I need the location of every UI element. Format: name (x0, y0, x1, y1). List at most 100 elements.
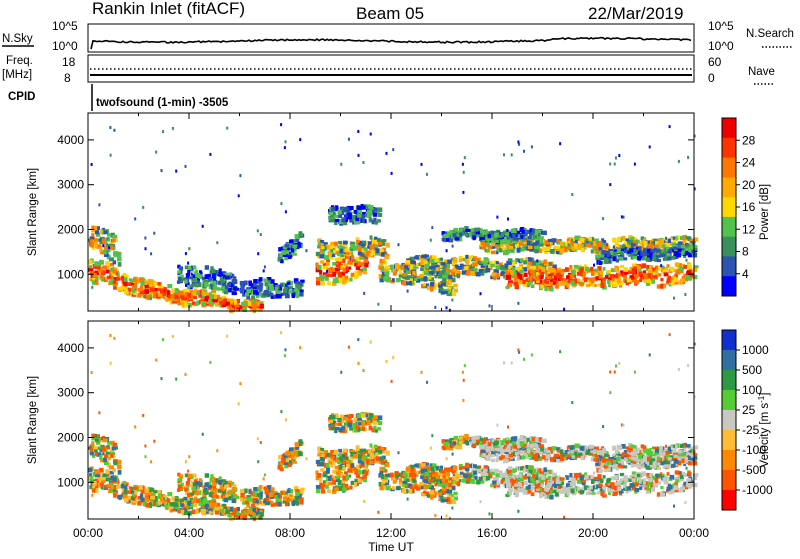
power-echo-cell (366, 251, 370, 256)
power-echo-cell (192, 291, 197, 295)
power-echo-cell (635, 280, 640, 284)
power-echo-cell (351, 273, 354, 277)
power-echo-cell (496, 266, 500, 270)
power-echo-cell (271, 279, 275, 283)
velocity-echo-cell (378, 415, 382, 420)
power-echo-cell (434, 283, 437, 287)
power-echo-cell (363, 292, 365, 295)
velocity-echo-cell (153, 503, 156, 507)
velocity-echo-cell (295, 492, 300, 496)
power-echo-cell (299, 231, 303, 234)
power-echo-cell (451, 292, 456, 297)
velocity-echo-cell (195, 481, 200, 485)
velocity-echo-cell (358, 422, 362, 425)
power-echo-cell (599, 261, 602, 265)
power-echo-cell (648, 270, 653, 273)
velocity-echo-cell (109, 465, 114, 469)
power-echo-cell (356, 267, 360, 270)
cpid-text: twofsound (1-min) -3505 (96, 97, 229, 109)
power-echo-cell (594, 269, 599, 272)
velocity-echo-cell (447, 472, 450, 476)
power-echo-cell (202, 301, 206, 306)
power-echo-cell (153, 232, 155, 235)
power-echo-cell (615, 242, 619, 246)
velocity-echo-cell (459, 467, 463, 471)
velocity-echo-cell (271, 487, 275, 491)
velocity-echo-cell (335, 466, 339, 469)
velocity-echo-cell (451, 500, 456, 505)
power-echo-cell (430, 239, 432, 242)
power-echo-cell (127, 282, 131, 286)
power-echo-cell (477, 261, 481, 264)
velocity-echo-cell (180, 503, 184, 507)
power-echo-cell (539, 236, 544, 239)
power-echo-cell (607, 280, 610, 284)
power-echo-cell (510, 271, 513, 276)
velocity-echo-cell (356, 475, 360, 478)
power-echo-cell (494, 233, 499, 237)
velocity-echo-cell (441, 470, 446, 473)
velocity-echo-cell (326, 464, 329, 468)
nave-tick-top: 60 (708, 55, 722, 69)
velocity-echo-cell (281, 492, 284, 495)
power-echo-cell (187, 262, 189, 265)
velocity-echo-cell (342, 488, 347, 492)
power-echo-cell (370, 235, 373, 239)
velocity-echo-cell (373, 426, 376, 430)
power-echo-cell (150, 252, 152, 255)
colorbar-segment (722, 256, 736, 276)
power-echo-cell (104, 230, 108, 234)
power-echo-cell (442, 238, 445, 241)
velocity-echo-cell (167, 492, 172, 496)
velocity-echo-cell (425, 472, 430, 477)
power-echo-cell (506, 229, 508, 232)
velocity-echo-cell (385, 463, 389, 467)
power-echo-cell (378, 213, 383, 217)
power-echo-cell (687, 156, 689, 159)
velocity-echo-cell (367, 420, 371, 425)
velocity-echo-cell (139, 485, 143, 490)
velocity-echo-cell (107, 484, 111, 487)
power-echo-cell (485, 249, 489, 253)
power-echo-cell (413, 265, 416, 269)
velocity-echo-cell (410, 468, 414, 472)
power-echo-cell (227, 306, 232, 309)
power-echo-cell (686, 244, 689, 247)
power-echo-cell (390, 265, 394, 270)
velocity-echo-cell (483, 469, 487, 473)
power-echo-cell (195, 273, 200, 277)
power-echo-cell (668, 257, 672, 261)
power-echo-cell (238, 194, 240, 197)
power-echo-cell (187, 293, 191, 298)
colorbar-segment (722, 138, 736, 158)
velocity-echo-cell (195, 491, 199, 495)
power-echo-cell (559, 270, 564, 273)
power-echo-cell (244, 281, 248, 286)
velocity-echo-cell (356, 448, 360, 451)
power-echo-cell (267, 294, 270, 297)
power-echo-cell (175, 170, 177, 173)
power-echo-cell (357, 130, 359, 133)
velocity-echo-cell (544, 467, 547, 472)
velocity-scatter (88, 331, 699, 521)
velocity-echo-cell (124, 498, 128, 502)
velocity-echo-cell (424, 485, 428, 490)
power-echo-cell (595, 239, 599, 242)
velocity-echo-cell (337, 454, 342, 457)
power-echo-cell (209, 303, 212, 307)
velocity-echo-cell (292, 502, 296, 506)
power-echo-cell (602, 250, 606, 254)
power-echo-cell (532, 261, 536, 266)
velocity-echo-cell (102, 447, 106, 452)
power-echo-cell (153, 295, 156, 299)
power-echo-cell (626, 238, 629, 241)
velocity-echo-cell (277, 498, 282, 502)
power-echo-cell (215, 287, 218, 291)
power-echo-cell (609, 274, 614, 278)
power-echo-cell (177, 281, 180, 284)
nsky-trace (91, 38, 691, 49)
power-echo-cell (460, 264, 464, 267)
velocity-echo-cell (421, 463, 426, 466)
power-echo-cell (469, 266, 472, 269)
velocity-echo-cell (467, 478, 471, 482)
